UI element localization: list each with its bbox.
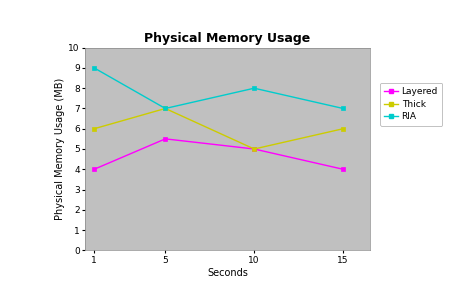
Layered <box>91 167 97 171</box>
Thick <box>251 147 257 151</box>
Thick <box>340 127 346 131</box>
RIA <box>251 86 257 90</box>
Layered <box>163 137 168 141</box>
Thick <box>163 107 168 110</box>
X-axis label: Seconds: Seconds <box>207 268 248 278</box>
Line: Thick: Thick <box>92 106 345 151</box>
Thick <box>91 127 97 131</box>
Legend: Layered, Thick, RIA: Layered, Thick, RIA <box>380 83 442 126</box>
RIA <box>163 107 168 110</box>
RIA <box>91 66 97 70</box>
Line: Layered: Layered <box>92 137 345 171</box>
Line: RIA: RIA <box>92 66 345 111</box>
RIA <box>340 107 346 110</box>
Layered <box>340 167 346 171</box>
Y-axis label: Physical Memory Usage (MB): Physical Memory Usage (MB) <box>55 78 65 220</box>
Layered <box>251 147 257 151</box>
Title: Physical Memory Usage: Physical Memory Usage <box>145 32 310 45</box>
